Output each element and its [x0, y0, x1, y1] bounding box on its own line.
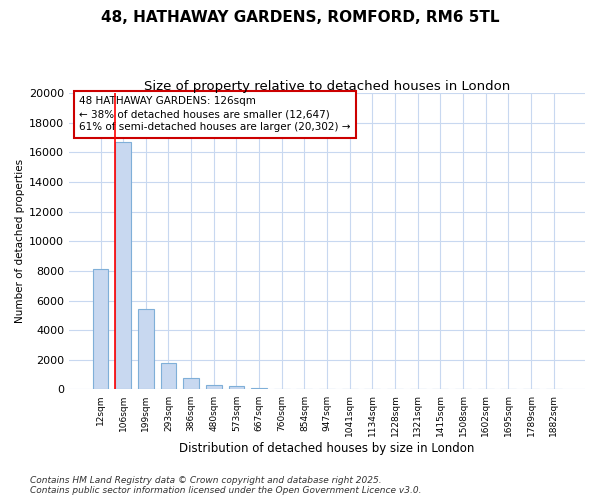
Bar	[115, 142, 131, 390]
Bar	[206, 385, 222, 390]
Text: Contains HM Land Registry data © Crown copyright and database right 2025.
Contai: Contains HM Land Registry data © Crown c…	[30, 476, 421, 495]
Bar	[274, 388, 290, 390]
Bar	[161, 363, 176, 390]
Text: 48, HATHAWAY GARDENS, ROMFORD, RM6 5TL: 48, HATHAWAY GARDENS, ROMFORD, RM6 5TL	[101, 10, 499, 25]
Bar	[92, 270, 109, 390]
Bar	[138, 310, 154, 390]
Title: Size of property relative to detached houses in London: Size of property relative to detached ho…	[144, 80, 510, 93]
Bar	[183, 378, 199, 390]
Y-axis label: Number of detached properties: Number of detached properties	[15, 159, 25, 324]
X-axis label: Distribution of detached houses by size in London: Distribution of detached houses by size …	[179, 442, 475, 455]
Bar	[229, 386, 244, 390]
Bar	[251, 388, 267, 390]
Text: 48 HATHAWAY GARDENS: 126sqm
← 38% of detached houses are smaller (12,647)
61% of: 48 HATHAWAY GARDENS: 126sqm ← 38% of det…	[79, 96, 351, 132]
